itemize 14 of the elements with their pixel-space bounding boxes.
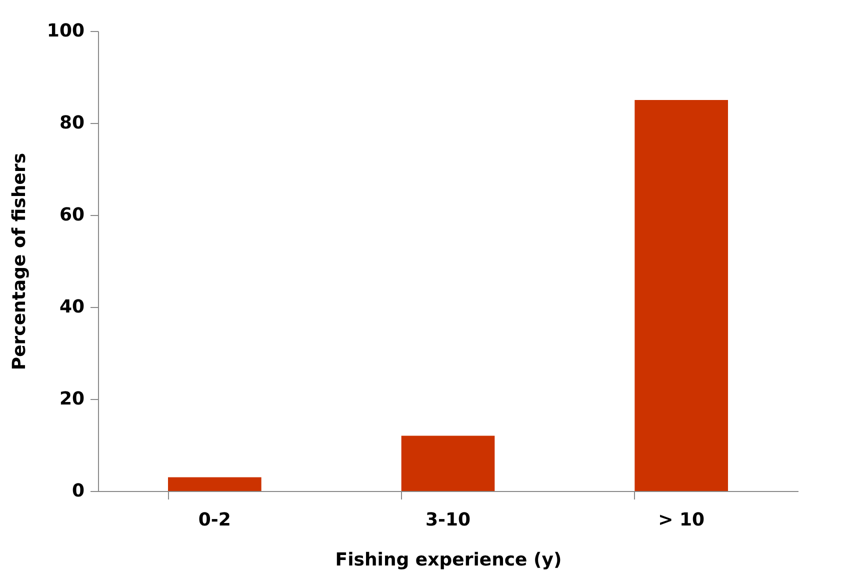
y-tick-label: 20 bbox=[59, 388, 84, 410]
x-axis-title: Fishing experience (y) bbox=[335, 550, 562, 570]
y-tick-label: 80 bbox=[59, 112, 84, 134]
bar bbox=[401, 436, 495, 491]
y-tick-label: 40 bbox=[59, 296, 84, 318]
x-tick-label: 0-2 bbox=[198, 510, 231, 530]
bar bbox=[168, 477, 262, 491]
y-axis-title: Percentage of fishers bbox=[8, 152, 30, 370]
y-tick-label: 100 bbox=[46, 20, 84, 42]
y-tick-label: 0 bbox=[72, 480, 84, 502]
y-tick-label: 60 bbox=[59, 204, 84, 226]
x-tick-label: 3-10 bbox=[425, 510, 471, 530]
bar bbox=[634, 100, 728, 491]
x-tick-label: > 10 bbox=[658, 510, 705, 530]
